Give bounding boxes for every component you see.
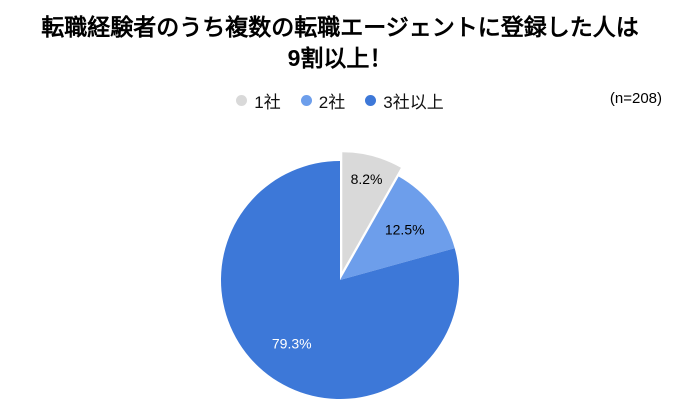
chart-title-line2: 9割以上！ (287, 45, 393, 71)
legend-item-3: 3社以上 (365, 88, 444, 113)
legend-dot-icon (365, 95, 377, 106)
pie-slice-2社 (340, 176, 455, 280)
sample-size-note: (n=208) (609, 90, 662, 107)
pie-slice-label: 79.3% (272, 335, 312, 351)
legend-item-1: 1社 (236, 88, 281, 113)
legend-dot-icon (300, 95, 312, 106)
legend-item-2: 2社 (300, 88, 346, 113)
legend: 1社 2社 3社以上 (0, 88, 680, 113)
legend-label: 2社 (318, 93, 346, 112)
chart-title-line1: 転職経験者のうち複数の転職エージェントに登録した人は (41, 14, 639, 40)
legend-label: 3社以上 (383, 93, 444, 112)
legend-label: 1社 (254, 93, 281, 112)
pie-slice-label: 8.2% (351, 171, 383, 187)
pie-slice-label: 12.5% (385, 221, 425, 237)
page-title: 転職経験者のうち複数の転職エージェントに登録した人は 9割以上！ (0, 12, 680, 74)
legend-dot-icon (236, 95, 248, 106)
pie-slice-1社 (342, 152, 401, 272)
pie-slice-3社以上 (221, 161, 459, 399)
